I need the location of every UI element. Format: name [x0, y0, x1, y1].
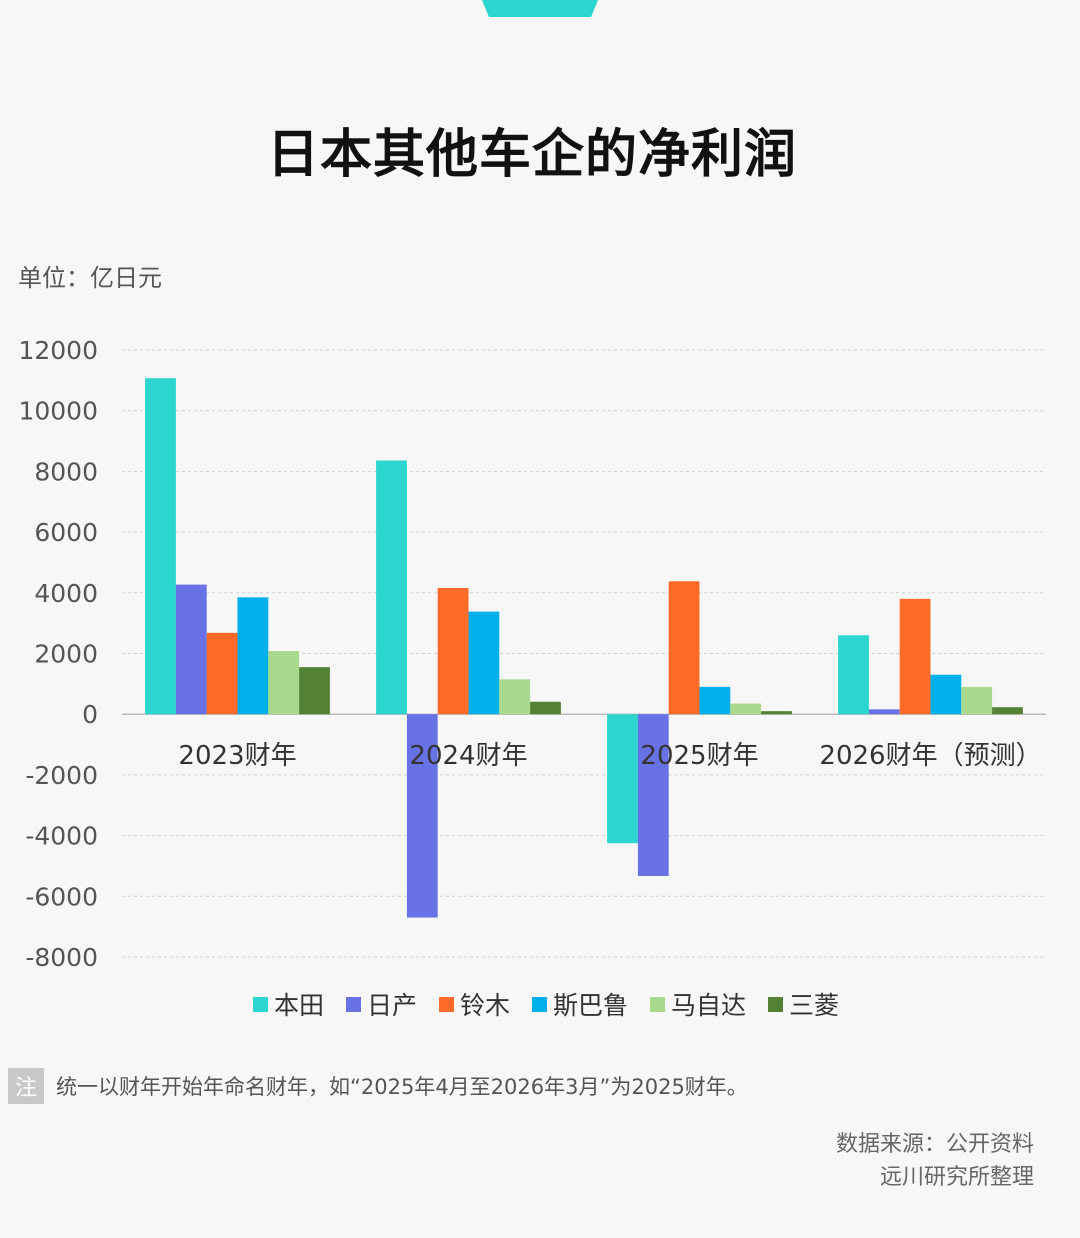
legend-item: 马自达 — [650, 986, 746, 1022]
x-category-label: 2023财年 — [178, 741, 296, 771]
bar-斯巴鲁-2023财年 — [237, 597, 269, 715]
legend-label: 日产 — [366, 991, 417, 1020]
y-tick-label: -6000 — [25, 882, 98, 911]
bar-本田-2026财年（预测） — [838, 635, 869, 715]
bar-三菱-2024财年 — [530, 701, 561, 715]
legend-label: 马自达 — [671, 991, 747, 1020]
y-tick-label: -2000 — [25, 761, 98, 790]
y-tick-label: 12000 — [18, 336, 98, 365]
legend-swatch — [532, 996, 547, 1012]
legend-swatch — [252, 996, 268, 1012]
bar-马自达-2025财年 — [730, 703, 762, 715]
bar-斯巴鲁-2024财年 — [468, 611, 500, 715]
bar-本田-2024财年 — [376, 460, 407, 715]
y-tick-label: -4000 — [25, 822, 98, 851]
bar-本田-2023财年 — [145, 378, 176, 715]
x-category-label: 2026财年（预测） — [819, 741, 1041, 771]
bar-三菱-2025财年 — [761, 711, 792, 715]
bar-日产-2023财年 — [175, 584, 207, 715]
bar-斯巴鲁-2026财年（预测） — [930, 674, 962, 715]
legend-item: 铃木 — [438, 986, 510, 1022]
note-text: 统一以财年开始年命名财年，如“2025年4月至2026年3月”为2025财年。 — [56, 1075, 748, 1099]
bar-本田-2025财年 — [607, 714, 638, 844]
bar-日产-2024财年 — [406, 714, 438, 918]
y-tick-label: 10000 — [18, 397, 98, 426]
bar-三菱-2026财年（预测） — [992, 707, 1023, 715]
y-tick-label: 6000 — [34, 518, 98, 547]
bar-铃木-2025财年 — [668, 581, 700, 715]
bar-马自达-2024财年 — [499, 679, 531, 715]
bar-铃木-2024财年 — [437, 587, 469, 715]
footnote: 注 统一以财年开始年命名财年，如“2025年4月至2026年3月”为2025财年… — [8, 1068, 748, 1104]
bar-铃木-2026财年（预测） — [899, 598, 931, 715]
y-tick-label: 0 — [82, 700, 98, 729]
chart-legend: 本田 日产 铃木 斯巴鲁 马自达 三菱 — [0, 986, 1080, 1022]
bar-斯巴鲁-2025财年 — [699, 686, 731, 715]
legend-label: 三菱 — [789, 991, 840, 1020]
credit-line: 远川研究所整理 — [879, 1165, 1034, 1190]
bar-chart: 12000 10000 8000 6000 4000 2000 0 -2000 -4000 -60… — [18, 336, 1046, 972]
bar-日产-2025财年 — [637, 714, 669, 876]
y-tick-label: 8000 — [34, 457, 98, 486]
legend-swatch — [345, 996, 361, 1012]
x-category-label: 2025财年 — [640, 741, 758, 771]
legend-label: 铃木 — [459, 991, 510, 1020]
legend-item: 三菱 — [768, 986, 839, 1022]
legend-label: 斯巴鲁 — [553, 991, 629, 1020]
legend-swatch — [438, 996, 454, 1012]
legend-swatch — [768, 996, 784, 1012]
unit-label: 单位：亿日元 — [18, 264, 162, 292]
note-badge: 注 — [8, 1068, 44, 1104]
legend-label: 本田 — [273, 991, 324, 1020]
source-block: 数据来源：公开资料 远川研究所整理 — [836, 1128, 1034, 1194]
legend-item: 日产 — [345, 986, 417, 1022]
legend-item: 本田 — [252, 986, 324, 1022]
bar-马自达-2026财年（预测） — [961, 686, 993, 715]
bar-三菱-2023财年 — [299, 667, 330, 715]
legend-item: 斯巴鲁 — [532, 986, 628, 1022]
y-tick-label: 2000 — [34, 640, 98, 669]
x-category-label: 2024财年 — [409, 741, 527, 771]
y-tick-label: -8000 — [25, 943, 98, 972]
source-line: 数据来源：公开资料 — [835, 1132, 1034, 1157]
legend-swatch — [650, 996, 666, 1012]
top-accent-tab — [482, 0, 598, 17]
bar-日产-2026财年（预测） — [868, 709, 900, 715]
bar-马自达-2023财年 — [268, 651, 300, 715]
bar-铃木-2023财年 — [206, 632, 238, 715]
y-tick-label: 4000 — [34, 579, 98, 608]
chart-title: 日本其他车企的净利润 — [266, 125, 797, 185]
